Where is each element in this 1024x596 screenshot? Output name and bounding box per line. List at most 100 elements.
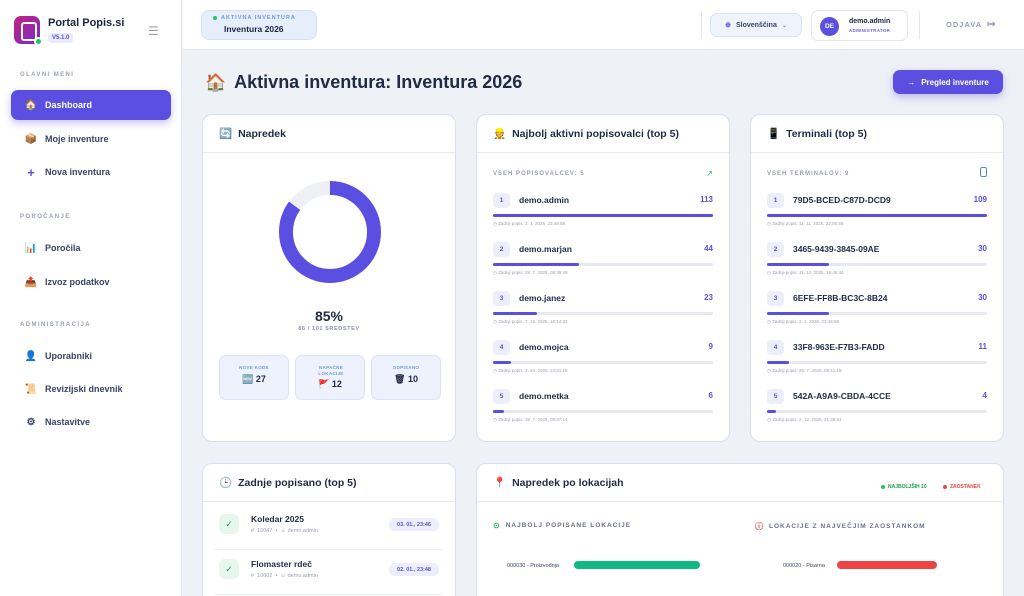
avatar: DE	[820, 17, 839, 36]
stat-written-off: ODPISANO 🗑 10	[371, 355, 441, 400]
rank-badge: 5	[493, 389, 510, 404]
row-name: 6EFE-FF8B-BC3C-8B24	[793, 293, 888, 303]
stat-value: 10	[407, 374, 418, 384]
card-header: 🕒 Zadnje popisano (top 5)	[203, 464, 455, 502]
ranking-row[interactable]: 5 demo.metka 6 ◷ Zadnji popis: 28. 7. 2025,…	[493, 389, 713, 437]
list-item[interactable]: ✓ Flomaster rdeč # 10002 • ☺ demo.admin …	[215, 551, 443, 595]
progress-card: 🔄 Napredek 85% 86 / 101 SREDSTEV NOVE KO…	[202, 114, 456, 442]
row-last-scan: ◷ Zadnji popis: 3. 1. 2026, 23:46:58	[767, 319, 839, 324]
best-locations-title: ⊙ NAJBOLJ POPISANE LOKACIJE	[493, 521, 631, 530]
rank-badge: 3	[767, 291, 784, 306]
user-icon: ☺	[280, 528, 287, 534]
clock-icon: 🕒	[219, 477, 233, 489]
sidebar-item-dashboard[interactable]: 🏠 Dashboard	[11, 90, 171, 120]
lag-location-bar	[837, 561, 937, 569]
row-last-scan: ◷ Zadnji popis: 11. 11. 2025, 22:50:55	[767, 221, 844, 226]
row-date: Zadnji popis: 28. 7. 2025, 08:37:14	[498, 417, 568, 422]
sidebar-item-settings[interactable]: ⚙ Nastavitve	[11, 407, 171, 437]
lag-locations-title: ⓘ LOKACIJE Z NAJVEČJIM ZAOSTANKOM	[755, 521, 926, 532]
row-bar-track	[767, 214, 987, 217]
ranking-row[interactable]: 1 79D5-BCED-C87D-DCD9 109 ◷ Zadnji popis: 1…	[767, 193, 987, 241]
row-bar-fill	[767, 263, 829, 266]
rank-badge: 5	[767, 389, 784, 404]
ranking-row[interactable]: 4 33F8-963E-F7B3-FADD 11 ◷ Zadnji popis: 28…	[767, 340, 987, 388]
rank-badge: 3	[493, 291, 510, 306]
legend-lag-label: ZAOSTANEK	[950, 484, 981, 490]
row-name: 33F8-963E-F7B3-FADD	[793, 342, 885, 352]
ranking-row[interactable]: 2 3465-9439-3845-09AE 30 ◷ Zadnji popis: 11…	[767, 242, 987, 290]
rank-badge: 4	[493, 340, 510, 355]
progress-donut	[279, 181, 381, 283]
user-menu[interactable]: DE demo.admin ADMINISTRATOR	[811, 10, 908, 41]
terminals-total: VSEH TERMINALOV: 9	[767, 171, 850, 177]
sidebar-item-label: Dashboard	[45, 100, 93, 110]
ranking-row[interactable]: 1 demo.admin 113 ◷ Zadnji popis: 3. 1. 2026…	[493, 193, 713, 241]
sidebar-item-new-inventory[interactable]: + Nova inventura	[11, 157, 171, 187]
language-select[interactable]: ⊕ Slovenščina ⌄	[710, 13, 802, 37]
row-count: 9	[708, 342, 713, 351]
sidebar-item-users[interactable]: 👤 Uporabniki	[11, 341, 171, 371]
row-date: Zadnji popis: 7. 12. 2025, 18:14:32	[498, 319, 568, 324]
inventory-overview-button[interactable]: → Pregled inventure	[893, 70, 1003, 94]
box-icon: 📦	[24, 133, 38, 145]
user-role: ADMINISTRATOR	[849, 28, 891, 33]
row-count: 44	[704, 244, 713, 253]
menu-toggle-icon[interactable]: ☰	[148, 24, 159, 38]
lag-location-label: 000020 - Pisarna	[783, 563, 825, 569]
list-item[interactable]: ✓ Koledar 2025 # 10047 • ☺ demo.admin 03…	[215, 506, 443, 550]
sidebar-item-my-inventories[interactable]: 📦 Moje inventure	[11, 124, 171, 154]
brand[interactable]: Portal Popis.si V5.1.0	[14, 14, 174, 48]
ranking-row[interactable]: 3 demo.janez 23 ◷ Zadnji popis: 7. 12. 2025…	[493, 291, 713, 339]
row-count: 113	[700, 195, 713, 204]
row-date: Zadnji popis: 28. 7. 2025, 08:41:15	[772, 368, 842, 373]
sidebar-item-export[interactable]: 📤 Izvoz podatkov	[11, 267, 171, 297]
logout-label: ODJAVA	[946, 20, 983, 29]
sidebar-item-label: Izvoz podatkov	[45, 277, 110, 287]
row-bar-track	[493, 214, 713, 217]
active-inventory-name: Inventura 2026	[224, 24, 284, 34]
export-icon: 📤	[24, 276, 38, 288]
row-last-scan: ◷ Zadnji popis: 7. 12. 2025, 18:14:32	[493, 319, 568, 324]
row-bar-fill	[493, 410, 504, 413]
row-date: Zadnji popis: 28. 7. 2025, 08:39:49	[498, 270, 568, 275]
check-circle-icon: ✓	[219, 559, 239, 579]
row-name: demo.metka	[519, 391, 569, 401]
row-bar-track	[767, 410, 987, 413]
row-bar-fill	[767, 214, 987, 217]
item-code: 10002	[257, 573, 273, 579]
ranking-row[interactable]: 5 542A-A9A9-CBDA-4CCE 4 ◷ Zadnji popis: 2. …	[767, 389, 987, 437]
progress-percent: 85%	[314, 308, 344, 324]
row-name: demo.marjan	[519, 244, 572, 254]
ranking-row[interactable]: 4 demo.mojca 9 ◷ Zadnji popis: 3. 10. 2025,…	[493, 340, 713, 388]
donut-progress-arc	[279, 181, 381, 283]
best-locations-label: NAJBOLJ POPISANE LOKACIJE	[505, 522, 632, 529]
scroll-icon: 📜	[24, 383, 38, 395]
ranking-row[interactable]: 2 demo.marjan 44 ◷ Zadnji popis: 28. 7. 202…	[493, 242, 713, 290]
language-label: Slovenščina	[735, 21, 777, 29]
home-icon: 🏠	[205, 72, 227, 92]
ranking-row[interactable]: 3 6EFE-FF8B-BC3C-8B24 30 ◷ Zadnji popis: 3.…	[767, 291, 987, 339]
page-title-text: Aktivna inventura: Inventura 2026	[234, 72, 523, 92]
row-date: Zadnji popis: 3. 1. 2026, 23:46:58	[772, 319, 839, 324]
sidebar-item-audit-log[interactable]: 📜 Revizijski dnevnik	[11, 374, 171, 404]
row-name: 79D5-BCED-C87D-DCD9	[793, 195, 891, 205]
progress-subtitle: 86 / 101 SREDSTEV	[298, 326, 360, 332]
row-name: demo.admin	[519, 195, 570, 205]
stat-label: ODPISANO	[392, 365, 420, 370]
user-icon: 👤	[24, 350, 38, 362]
active-inventory-pill[interactable]: AKTIVNA INVENTURA Inventura 2026	[201, 10, 317, 40]
refresh-icon: 🔄	[219, 128, 233, 140]
stat-new-codes: NOVE KODE 🆕 27	[219, 355, 289, 400]
sidebar-item-reports[interactable]: 📊 Poročila	[11, 233, 171, 263]
item-time: 03. 01., 23:46	[389, 518, 439, 531]
chevron-down-icon: ⌄	[781, 22, 787, 29]
card-title: Najbolj aktivni popisovalci (top 5)	[512, 127, 679, 140]
inventory-overview-label: Pregled inventure	[921, 77, 989, 87]
row-name: 542A-A9A9-CBDA-4CCE	[793, 391, 891, 401]
logout-button[interactable]: ODJAVA ↦	[946, 19, 997, 30]
row-name: demo.janez	[519, 293, 566, 303]
row-last-scan: ◷ Zadnji popis: 28. 7. 2025, 08:39:49	[493, 270, 568, 275]
row-date: Zadnji popis: 3. 10. 2025, 13:51:15	[498, 368, 568, 373]
row-date: Zadnji popis: 11. 12. 2025, 16:46:44	[772, 270, 844, 275]
active-inventory-label: AKTIVNA INVENTURA	[221, 15, 296, 21]
